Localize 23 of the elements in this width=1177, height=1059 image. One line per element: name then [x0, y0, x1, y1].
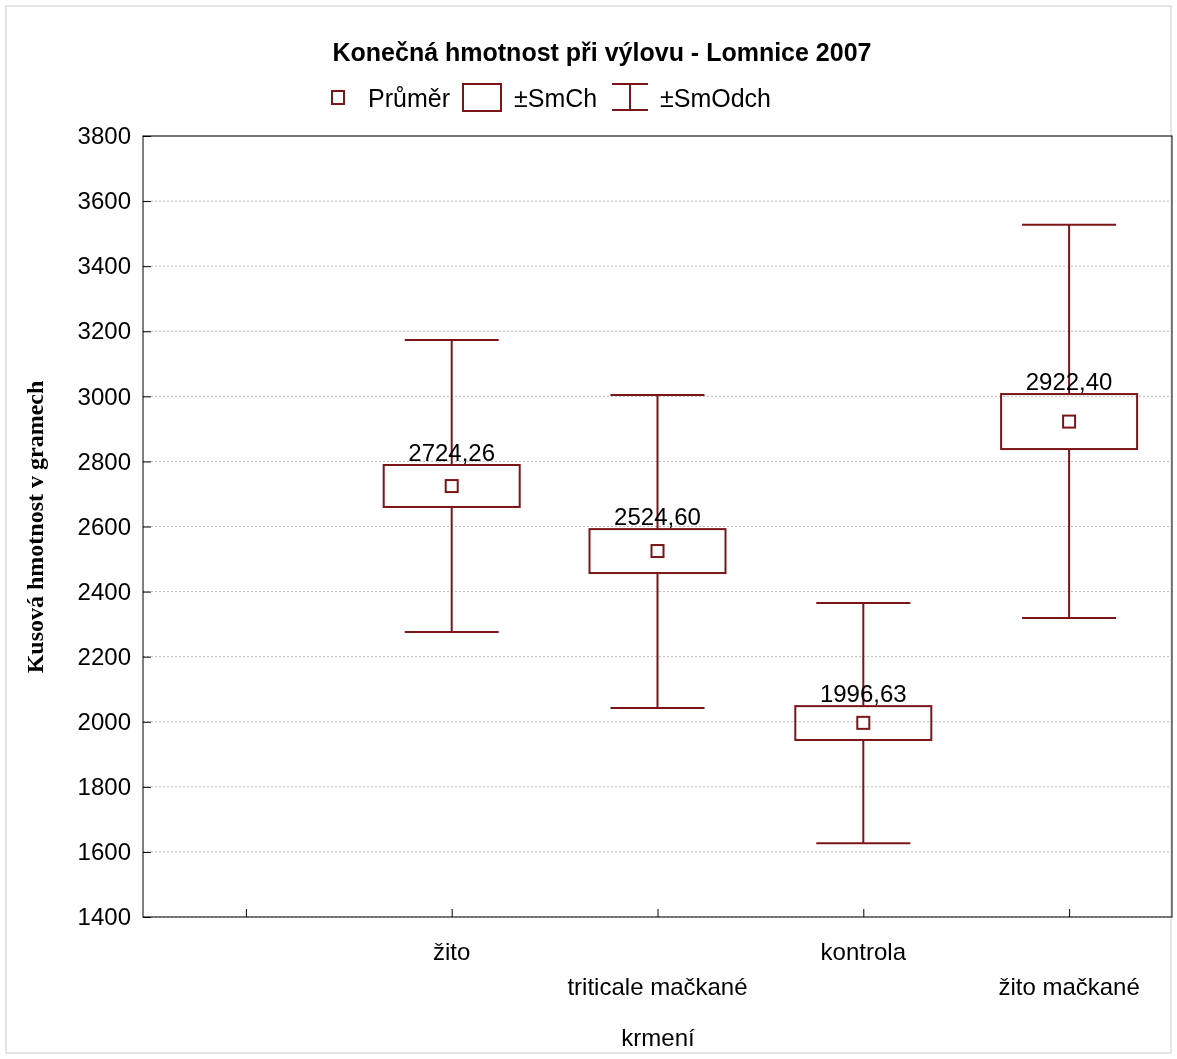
- y-axis-title: Kusová hmotnost v gramech: [22, 380, 48, 674]
- chart-title: Konečná hmotnost při výlovu - Lomnice 2007: [332, 38, 872, 66]
- y-tick-label: 3200: [77, 317, 131, 345]
- y-tick-label: 3600: [77, 187, 131, 215]
- text: ±SmOdch: [660, 84, 771, 112]
- y-tick-label: 3400: [77, 252, 131, 280]
- y-tick-label: 3000: [77, 382, 131, 410]
- x-tick-label: žito mačkané: [998, 973, 1140, 1000]
- y-tick-label: 2000: [77, 707, 131, 735]
- text: Průměr: [368, 84, 450, 112]
- x-tick-label: kontrola: [820, 938, 907, 965]
- x-tick-label: triticale mačkané: [567, 973, 748, 1000]
- x-tick-label: žito: [433, 938, 471, 965]
- y-tick-label: 1800: [77, 773, 131, 801]
- x-axis-title: krmení: [621, 1024, 695, 1051]
- y-tick-label: 1600: [77, 838, 131, 866]
- y-tick-label: 3800: [77, 122, 131, 150]
- y-tick-label: 1400: [77, 903, 131, 931]
- y-tick-label: 2800: [77, 447, 131, 475]
- y-tick-label: 2200: [77, 642, 131, 670]
- y-tick-label: 2600: [77, 512, 131, 540]
- text: ±SmCh: [514, 84, 598, 112]
- y-tick-label: 2400: [77, 577, 131, 605]
